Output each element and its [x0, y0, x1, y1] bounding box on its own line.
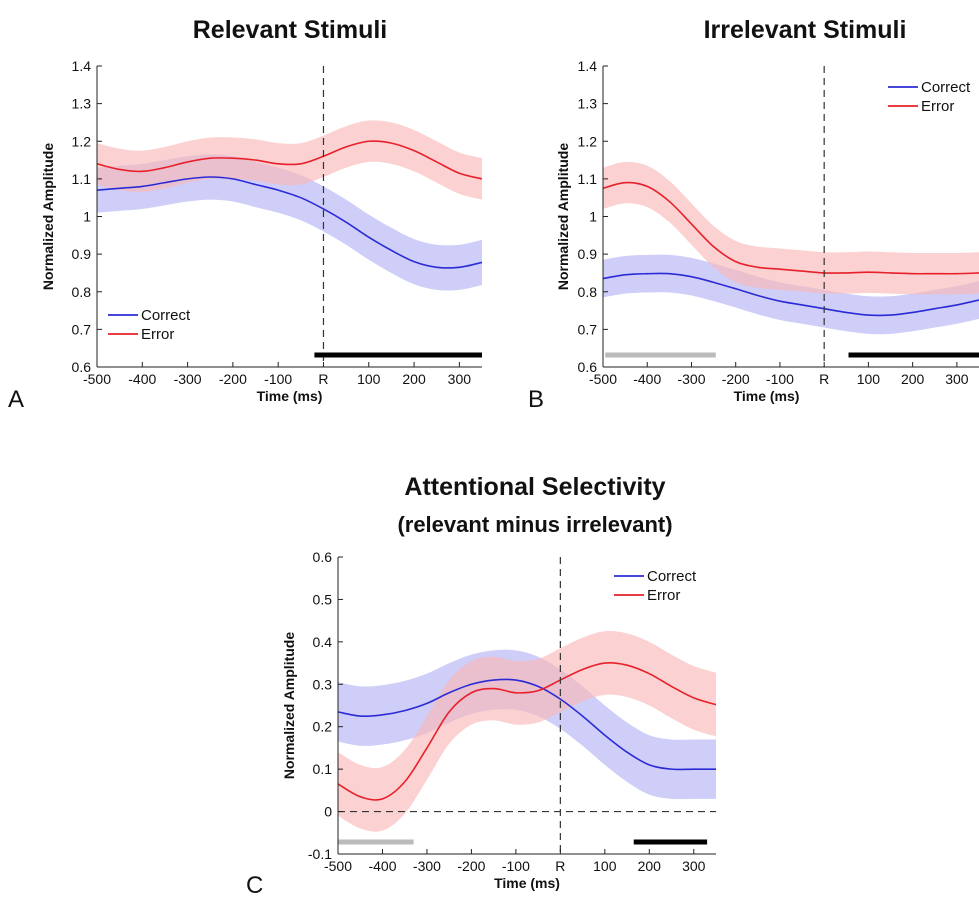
- y-tick-label: 0.7: [72, 321, 92, 337]
- y-tick-label: 0.1: [313, 761, 333, 777]
- plot-area: [603, 161, 979, 335]
- series-line-error: [97, 140, 482, 180]
- panel-a: Relevant Stimuli A 0.6 0.7 0.8 0.9 1 1.1 1.2 1.3 1…: [8, 16, 482, 413]
- x-tick-label: -300: [413, 858, 441, 874]
- chart-title: Attentional Selectivity: [404, 473, 665, 501]
- confidence-band-correct: [338, 649, 716, 800]
- chart-title: Irrelevant Stimuli: [704, 16, 907, 44]
- y-tick-label: 1.1: [72, 171, 92, 187]
- x-tick-label: 200: [402, 371, 426, 387]
- confidence-band-error: [97, 120, 482, 200]
- x-tick-label: -400: [368, 858, 396, 874]
- y-tick-label: 0.7: [578, 321, 598, 337]
- y-tick-label: 1: [83, 209, 91, 225]
- x-axis-label: Time (ms): [257, 388, 323, 404]
- series-line-error: [338, 662, 716, 801]
- confidence-band-error: [338, 631, 716, 832]
- y-tick-label: 0.6: [313, 549, 333, 565]
- x-tick-label: 200: [638, 858, 662, 874]
- y-axis-label: Normalized Amplitude: [555, 143, 571, 290]
- x-tick-label: R: [819, 371, 829, 387]
- x-tick-label: -100: [502, 858, 530, 874]
- y-tick-label: 0.9: [72, 246, 92, 262]
- x-tick-label: 300: [448, 371, 472, 387]
- y-tick-label: 1.4: [578, 58, 598, 74]
- panel-c: Attentional Selectivity (relevant minus i…: [246, 473, 716, 899]
- legend-label-error: Error: [647, 587, 680, 604]
- x-tick-label: -300: [677, 371, 705, 387]
- x-tick-label: -400: [128, 371, 156, 387]
- legend-label-error: Error: [921, 98, 954, 115]
- legend-label-error: Error: [141, 326, 174, 343]
- x-tick-label: 100: [593, 858, 617, 874]
- x-tick-label: -200: [219, 371, 247, 387]
- panel-letter: B: [528, 386, 544, 413]
- x-tick-label: -500: [83, 371, 111, 387]
- x-axis-label: Time (ms): [494, 875, 560, 891]
- panel-letter: A: [8, 386, 24, 413]
- confidence-band-correct: [603, 254, 979, 335]
- y-tick-label: 1.2: [72, 133, 92, 149]
- x-tick-label: -500: [589, 371, 617, 387]
- x-tick-label: R: [318, 371, 328, 387]
- x-tick-label: -100: [264, 371, 292, 387]
- x-tick-label: 300: [682, 858, 706, 874]
- y-tick-label: 0.8: [72, 284, 92, 300]
- y-tick-label: 0.6: [578, 359, 598, 375]
- x-tick-label: 300: [945, 371, 969, 387]
- legend-label-correct: Correct: [921, 79, 971, 96]
- x-tick-label: -200: [722, 371, 750, 387]
- y-tick-label: 0.2: [313, 719, 333, 735]
- y-tick-label: 1.2: [578, 133, 598, 149]
- y-tick-label: 1.3: [72, 96, 92, 112]
- x-tick-label: -300: [174, 371, 202, 387]
- x-tick-label: -200: [457, 858, 485, 874]
- panel-letter: C: [246, 872, 263, 899]
- y-tick-label: 0.4: [313, 634, 333, 650]
- plot-area: [338, 631, 716, 832]
- series-line-correct: [97, 176, 482, 269]
- x-tick-label: -100: [766, 371, 794, 387]
- series-line-correct: [338, 678, 716, 771]
- series-line-correct: [603, 272, 979, 317]
- y-axis-label: Normalized Amplitude: [281, 632, 297, 779]
- y-tick-label: 0.8: [578, 284, 598, 300]
- panel-b: Irrelevant Stimuli B 0.6 0.7 0.8 0.9 1 1.1 1.2 1.…: [528, 16, 979, 413]
- x-tick-label: 100: [857, 371, 881, 387]
- legend-label-correct: Correct: [647, 568, 697, 585]
- y-tick-label: 0.5: [313, 591, 333, 607]
- y-tick-label: 1.3: [578, 96, 598, 112]
- plot-area: [97, 120, 482, 291]
- x-tick-label: 200: [901, 371, 925, 387]
- chart-subtitle: (relevant minus irrelevant): [397, 512, 672, 537]
- x-tick-label: -500: [324, 858, 352, 874]
- confidence-band-error: [603, 161, 979, 295]
- y-tick-label: 1: [589, 209, 597, 225]
- x-tick-label: R: [555, 858, 565, 874]
- chart-title: Relevant Stimuli: [193, 16, 388, 44]
- legend-label-correct: Correct: [141, 307, 191, 324]
- y-tick-label: 0.9: [578, 246, 598, 262]
- x-tick-label: -400: [633, 371, 661, 387]
- y-tick-label: 0.6: [72, 359, 92, 375]
- series-line-error: [603, 181, 979, 275]
- x-tick-label: 100: [357, 371, 381, 387]
- y-tick-label: 0.3: [313, 676, 333, 692]
- y-axis-label: Normalized Amplitude: [40, 143, 56, 290]
- y-tick-label: 0: [324, 804, 332, 820]
- x-axis-label: Time (ms): [734, 388, 800, 404]
- confidence-band-correct: [97, 154, 482, 291]
- y-tick-label: -0.1: [308, 846, 332, 862]
- y-tick-label: 1.4: [72, 58, 92, 74]
- y-tick-label: 1.1: [578, 171, 598, 187]
